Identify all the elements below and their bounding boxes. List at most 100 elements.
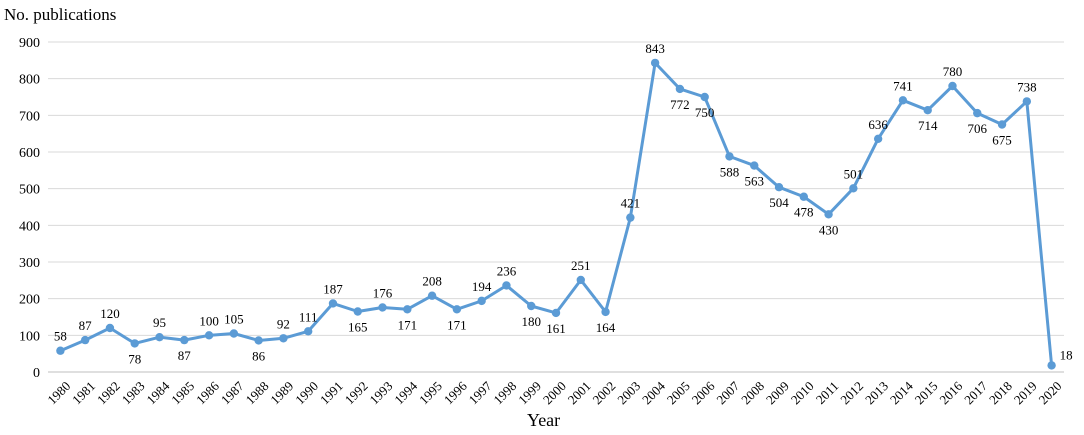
data-label: 780	[943, 64, 963, 79]
x-tick-label: 2007	[713, 378, 742, 407]
data-point	[328, 299, 338, 308]
y-tick-label: 200	[19, 293, 40, 308]
data-point	[725, 152, 734, 161]
data-label: 86	[252, 348, 266, 363]
data-point	[477, 296, 486, 306]
y-tick-label: 400	[19, 219, 40, 234]
x-tick-label: 2000	[540, 378, 569, 407]
data-point	[502, 281, 511, 290]
data-point	[229, 329, 239, 338]
data-label: 430	[819, 222, 839, 237]
data-label: 171	[398, 317, 418, 332]
data-point	[973, 108, 982, 118]
data-point	[824, 210, 833, 219]
data-label: 161	[546, 321, 566, 336]
data-label: 78	[128, 351, 141, 366]
data-point	[873, 134, 883, 143]
data-point	[849, 184, 858, 193]
data-point	[130, 339, 139, 348]
data-label: 194	[472, 279, 492, 294]
x-tick-label: 2017	[961, 378, 990, 407]
x-tick-label: 2008	[738, 378, 767, 407]
data-label: 208	[422, 274, 442, 289]
data-point	[750, 161, 759, 170]
x-tick-label: 1984	[143, 378, 172, 407]
x-axis-title: Year	[527, 410, 561, 430]
data-label: 714	[918, 118, 938, 133]
data-point	[204, 331, 214, 340]
data-point	[700, 92, 709, 102]
x-tick-label: 1988	[243, 378, 272, 407]
x-tick-label: 2001	[565, 378, 594, 407]
data-label: 421	[621, 196, 641, 211]
x-tick-label: 1985	[168, 378, 197, 407]
data-label: 171	[447, 317, 467, 332]
x-tick-label: 1986	[193, 378, 222, 407]
x-tick-label: 2013	[862, 378, 891, 407]
data-label: 504	[769, 195, 789, 210]
data-point	[675, 84, 685, 94]
gridlines	[48, 41, 1064, 373]
x-tick-label: 2004	[639, 378, 668, 407]
x-tick-label: 2020	[1036, 378, 1065, 407]
y-tick-label: 800	[19, 73, 40, 88]
data-label: 636	[868, 117, 888, 132]
data-label: 251	[571, 258, 591, 273]
x-tick-label: 1998	[490, 378, 519, 407]
x-tick-label: 1999	[515, 378, 544, 407]
data-label: 100	[199, 313, 219, 328]
data-label: 187	[323, 281, 343, 296]
x-tick-label: 2010	[788, 378, 817, 407]
data-label: 87	[79, 318, 93, 333]
data-label: 478	[794, 205, 814, 220]
x-tick-label: 1980	[44, 378, 73, 407]
data-point	[105, 323, 115, 333]
x-tick-label: 2015	[912, 378, 941, 407]
data-label: 165	[348, 320, 368, 335]
data-label: 164	[596, 320, 616, 335]
data-label: 58	[54, 329, 67, 344]
x-tick-labels: 1980198119821983198419851986198719881989…	[44, 378, 1064, 407]
x-tick-label: 1987	[218, 378, 247, 407]
x-tick-label: 2018	[986, 378, 1015, 407]
data-points	[56, 58, 1056, 370]
y-axis-title: No. publications	[4, 5, 117, 24]
data-label: 120	[100, 306, 120, 321]
y-tick-labels: 0 100 200 300 400 500 600 700 800 900	[19, 36, 40, 381]
data-point	[279, 334, 288, 343]
x-tick-label: 2005	[664, 378, 693, 407]
x-tick-label: 1996	[441, 378, 470, 407]
data-label: 563	[744, 174, 764, 189]
data-point	[997, 120, 1007, 129]
data-label: 176	[373, 285, 393, 300]
x-tick-label: 1983	[119, 378, 148, 407]
x-tick-label: 1990	[292, 378, 321, 407]
y-tick-label: 900	[19, 36, 40, 51]
data-point	[80, 335, 90, 345]
x-tick-label: 2003	[614, 378, 643, 407]
y-tick-label: 500	[19, 183, 40, 198]
data-point	[551, 308, 561, 318]
data-label: 111	[299, 309, 318, 324]
data-label: 741	[893, 78, 913, 93]
data-label: 588	[720, 164, 740, 179]
data-point	[180, 335, 189, 345]
x-tick-label: 2014	[887, 378, 916, 407]
data-label: 180	[521, 314, 541, 329]
x-tick-label: 2009	[763, 378, 792, 407]
data-label: 92	[277, 316, 290, 331]
x-tick-label: 1992	[342, 378, 371, 407]
x-tick-label: 2012	[837, 378, 866, 407]
data-point	[403, 305, 412, 314]
data-point	[948, 81, 957, 91]
data-label: 772	[670, 97, 690, 112]
data-labels: 58 87 120 78 95 87 100 105 86 92 111 187 165 176 171 20…	[54, 41, 1073, 366]
x-tick-label: 1991	[317, 378, 346, 407]
data-point	[650, 58, 660, 68]
y-tick-label: 0	[33, 366, 40, 381]
x-tick-label: 1995	[416, 378, 445, 407]
data-label: 738	[1017, 79, 1037, 94]
data-point	[601, 307, 610, 317]
data-label: 675	[992, 133, 1012, 148]
